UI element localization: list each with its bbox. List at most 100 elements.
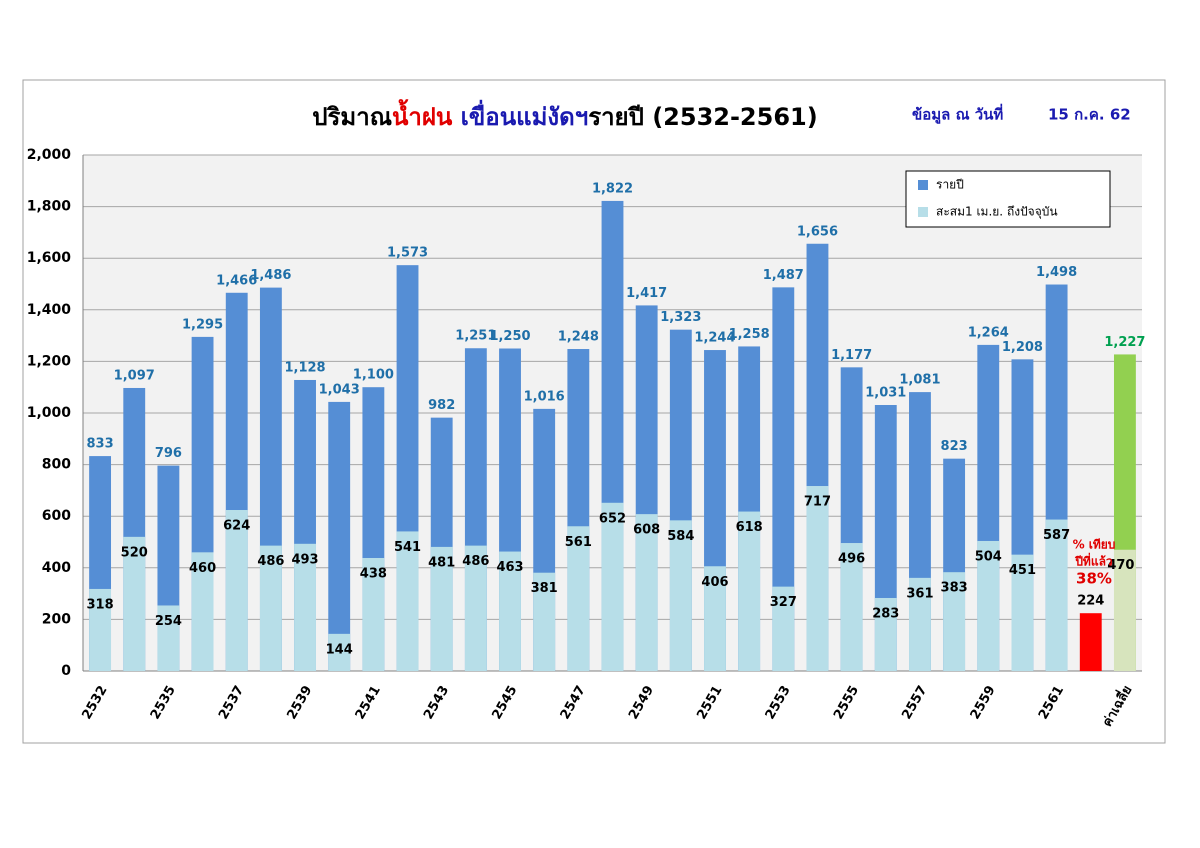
data-label: 1,081 — [899, 373, 940, 388]
data-label: 486 — [257, 554, 284, 569]
data-label: 327 — [770, 595, 797, 610]
data-label: 361 — [906, 586, 933, 601]
data-label: 1,128 — [284, 360, 325, 375]
y-tick-label: 1,200 — [27, 353, 72, 369]
data-label: 982 — [428, 398, 455, 413]
data-label: 493 — [291, 552, 318, 567]
y-tick-label: 0 — [61, 663, 71, 679]
data-label: 1,227 — [1104, 335, 1145, 350]
y-tick-label: 1,600 — [27, 250, 72, 266]
y-tick-label: 200 — [42, 611, 71, 627]
legend-label: รายปี — [936, 178, 964, 192]
y-tick-label: 1,000 — [27, 405, 72, 421]
subtitle: 15 ก.ค. 62 — [1048, 106, 1131, 124]
bar — [123, 536, 146, 671]
data-label: 796 — [155, 446, 182, 461]
bar — [909, 577, 931, 671]
data-label: 1,251 — [455, 329, 496, 344]
bar — [362, 557, 385, 671]
bar — [772, 586, 795, 671]
bar — [328, 633, 351, 671]
bar — [259, 545, 282, 671]
legend-label: สะสม1 เม.ย. ถึงปัจจุบัน — [936, 205, 1058, 220]
data-label: 470 — [1107, 558, 1134, 573]
data-label: 1,264 — [968, 325, 1009, 340]
data-label: 1,486 — [250, 268, 291, 283]
data-label: 652 — [599, 511, 626, 526]
bar — [191, 552, 214, 671]
data-label: 561 — [565, 535, 592, 550]
data-label: 463 — [496, 560, 523, 575]
data-label: 584 — [667, 529, 694, 544]
data-label: 406 — [701, 575, 728, 590]
bar — [635, 514, 658, 671]
data-label: 1,487 — [763, 268, 804, 283]
data-label: 1,208 — [1002, 340, 1043, 355]
bar — [533, 572, 556, 671]
data-label: 438 — [360, 566, 387, 581]
data-label: 1,248 — [558, 330, 599, 345]
data-label: 481 — [428, 555, 455, 570]
bar — [430, 546, 453, 671]
bar — [874, 597, 897, 671]
subtitle: ข้อมูล ณ วันที่ — [912, 104, 1003, 125]
data-label: 1,177 — [831, 348, 872, 363]
bar — [157, 605, 180, 671]
bar — [1079, 613, 1102, 671]
title-part: รายปี (2532-2561) — [588, 103, 818, 131]
title-part: ปริมาณ — [312, 103, 392, 131]
data-label: 1,498 — [1036, 265, 1077, 280]
data-label: 608 — [633, 523, 660, 538]
data-label: 587 — [1043, 528, 1070, 543]
data-label: 144 — [326, 642, 353, 657]
annotation: 38% — [1076, 570, 1112, 588]
bar — [225, 510, 248, 671]
data-label: 1,466 — [216, 273, 257, 288]
bar — [567, 526, 590, 671]
data-label: 1,258 — [729, 327, 770, 342]
data-label: 833 — [87, 437, 114, 452]
title-part: น้ำฝน — [392, 98, 453, 131]
bar — [396, 531, 419, 671]
data-label: 1,822 — [592, 181, 633, 196]
chart-title: ปริมาณน้ำฝน เขื่อนแม่งัดฯรายปี (2532-256… — [312, 98, 817, 131]
data-label: 504 — [975, 549, 1002, 564]
data-label: 496 — [838, 552, 865, 567]
data-label: 254 — [155, 614, 182, 629]
data-label: 318 — [87, 597, 114, 612]
data-label: 520 — [121, 545, 148, 560]
data-label: 460 — [189, 561, 216, 576]
bar — [738, 511, 761, 671]
data-label: 1,417 — [626, 286, 667, 301]
data-label: 1,043 — [319, 382, 360, 397]
bar — [1045, 519, 1068, 671]
y-tick-label: 600 — [42, 508, 71, 524]
data-label: 1,016 — [524, 389, 565, 404]
y-tick-label: 800 — [42, 457, 71, 473]
y-tick-label: 400 — [42, 560, 71, 576]
data-label: 1,244 — [694, 331, 735, 346]
bar — [977, 540, 1000, 671]
data-label: 283 — [872, 606, 899, 621]
data-label: 541 — [394, 540, 421, 555]
data-label: 1,656 — [797, 224, 838, 239]
y-tick-label: 2,000 — [27, 147, 72, 163]
bar — [1011, 554, 1034, 671]
legend-box — [905, 170, 1111, 228]
bar — [840, 543, 863, 671]
data-label: 486 — [462, 554, 489, 569]
bar — [499, 551, 521, 671]
title-part: เขื่อนแม่งัดฯ — [452, 99, 588, 131]
annotation: % เทียบ — [1073, 538, 1116, 552]
bar — [943, 572, 966, 671]
bar — [704, 566, 726, 671]
data-label: 1,097 — [114, 368, 155, 383]
data-label: 1,100 — [353, 368, 394, 383]
y-tick-label: 1,400 — [27, 302, 72, 318]
bar — [806, 486, 829, 671]
data-label: 1,250 — [489, 329, 530, 344]
data-label: 383 — [941, 581, 968, 596]
data-label: 224 — [1077, 594, 1104, 609]
bar — [772, 287, 795, 671]
data-label: 1,573 — [387, 246, 428, 261]
